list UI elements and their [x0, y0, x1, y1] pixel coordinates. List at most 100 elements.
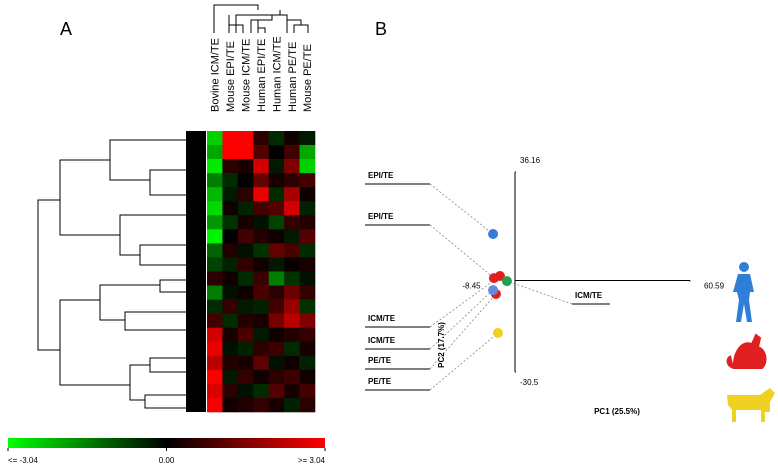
- heatmap-cell: [299, 257, 316, 272]
- heatmap-cell: [268, 271, 285, 286]
- heatmap-cell: [284, 271, 300, 286]
- heatmap-cell: [207, 187, 223, 202]
- color-bar: [8, 438, 325, 448]
- heatmap-cell: [237, 397, 254, 413]
- heatmap-cell: [299, 131, 316, 146]
- heatmap-cell: [268, 299, 285, 314]
- heatmap-cell: [268, 397, 285, 413]
- heatmap-cell: [284, 229, 300, 244]
- heatmap-cell: [268, 257, 285, 272]
- heatmap-cell: [253, 341, 270, 357]
- heatmap-cell: [207, 341, 223, 357]
- heatmap-cell: [222, 313, 239, 328]
- heatmap-cell: [237, 215, 254, 230]
- heatmap-cell: [284, 341, 300, 357]
- heatmap-cell: [299, 173, 316, 188]
- annotation: ICM/TE: [575, 291, 603, 300]
- annotation: PE/TE: [368, 356, 392, 365]
- heatmap-cell: [284, 355, 300, 371]
- annotation-lines: [365, 183, 610, 391]
- heatmap-cell: [222, 131, 239, 146]
- heatmap-cell: [299, 313, 316, 328]
- heatmap-cell: [222, 187, 239, 202]
- heatmap-cell: [222, 145, 239, 160]
- heatmap-cell: [284, 145, 300, 160]
- heatmap-cell: [237, 243, 254, 258]
- heatmap-cell: [207, 327, 223, 343]
- heatmap-cell: [268, 355, 285, 371]
- heatmap-cell: [207, 173, 223, 188]
- heatmap-cell: [268, 159, 285, 174]
- heatmap-cell: [253, 215, 270, 230]
- point: [488, 228, 499, 239]
- heatmap-cell: [237, 383, 254, 399]
- heatmap-cell: [253, 397, 270, 413]
- heatmap-cell: [222, 215, 239, 230]
- heatmap-cell: [299, 243, 316, 258]
- column-label: Mouse ICM/TE: [240, 39, 252, 112]
- heatmap-cell: [237, 369, 254, 385]
- x-tick-label: -8.45: [462, 282, 481, 291]
- heatmap-cell: [253, 131, 270, 146]
- y-tick-label: -30.5: [520, 378, 539, 387]
- heatmap-cell: [207, 201, 223, 216]
- heatmap-cell: [284, 285, 300, 300]
- heatmap-cell: [284, 187, 300, 202]
- heatmap-cell: [268, 327, 285, 343]
- heatmap-cell: [207, 215, 223, 230]
- column-dendrogram: [213, 4, 309, 33]
- heatmap-cell: [268, 313, 285, 328]
- heatmap-cell: [253, 243, 270, 258]
- column-label: Human EPI/TE: [256, 39, 268, 112]
- column-label: Human ICM/TE: [271, 36, 283, 112]
- row-dendrogram: [37, 131, 206, 412]
- heatmap-cell: [284, 257, 300, 272]
- heatmap-cell: [237, 257, 254, 272]
- mouse-icon: [726, 333, 767, 369]
- heatmap-cell: [237, 299, 254, 314]
- heatmap-cell: [284, 397, 300, 413]
- heatmap-cell: [222, 299, 239, 314]
- column-label: Mouse EPI/TE: [225, 41, 237, 112]
- heatmap-cell: [222, 229, 239, 244]
- heatmap-cell: [222, 355, 239, 371]
- heatmap-cell: [207, 299, 223, 314]
- panel-label: A: [60, 19, 72, 39]
- heatmap-cell: [299, 285, 316, 300]
- annotation: ICM/TE: [368, 314, 396, 323]
- annotation: EPI/TE: [368, 171, 394, 180]
- heatmap-cell: [268, 341, 285, 357]
- heatmap-cell: [299, 187, 316, 202]
- heatmap-cell: [268, 187, 285, 202]
- heatmap-cell: [299, 145, 316, 160]
- heatmap-cell: [207, 159, 223, 174]
- heatmap-cell: [237, 229, 254, 244]
- column-label: Bovine ICM/TE: [210, 38, 222, 112]
- heatmap-cell: [222, 159, 239, 174]
- heatmap-cell: [237, 271, 254, 286]
- heatmap-cell: [299, 327, 316, 343]
- heatmap-cell: [284, 215, 300, 230]
- heatmap-cell: [207, 257, 223, 272]
- heatmap-cell: [253, 201, 270, 216]
- heatmap-cell: [222, 201, 239, 216]
- heatmap-cell: [222, 327, 239, 343]
- heatmap-cell: [222, 383, 239, 399]
- heatmap-cell: [253, 159, 270, 174]
- heatmap-cell: [222, 257, 239, 272]
- heatmap-cell: [207, 285, 223, 300]
- heatmap-cell: [268, 215, 285, 230]
- heatmap-cell: [299, 397, 316, 413]
- point: [501, 276, 512, 287]
- heatmap-cell: [268, 229, 285, 244]
- heatmap-cell: [284, 159, 300, 174]
- heatmap-cell: [299, 229, 316, 244]
- heatmap-cell: [284, 299, 300, 314]
- heatmap-cell: [253, 327, 270, 343]
- heatmap-cell: [253, 229, 270, 244]
- heatmap-cell: [207, 243, 223, 258]
- heatmap-cell: [299, 271, 316, 286]
- heatmap-cell: [253, 145, 270, 160]
- human-icon: [733, 262, 754, 322]
